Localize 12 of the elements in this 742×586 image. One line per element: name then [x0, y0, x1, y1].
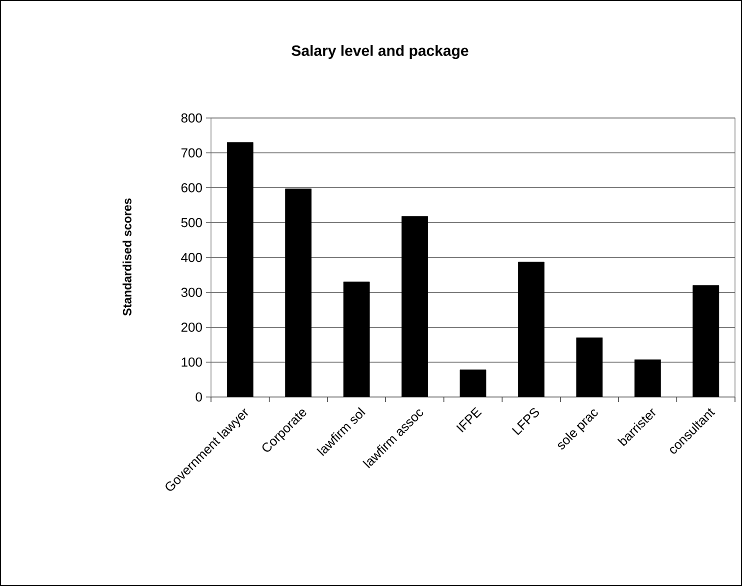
chart-title: Salary level and package: [292, 44, 468, 60]
y-axis-title: Standardised scores: [122, 198, 132, 316]
y-tick-label: 100: [182, 358, 202, 367]
y-tick-label: 800: [181, 113, 202, 123]
y-tick-label: 200: [181, 322, 202, 332]
y-tick-label: 0: [196, 392, 202, 402]
y-tick-label: 700: [181, 148, 202, 158]
bar: [460, 370, 486, 397]
y-tick-label: 300: [181, 288, 202, 297]
y-tick-label: 600: [181, 183, 202, 192]
y-tick-label: 400: [181, 252, 202, 262]
y-tick-label: 500: [181, 218, 202, 228]
